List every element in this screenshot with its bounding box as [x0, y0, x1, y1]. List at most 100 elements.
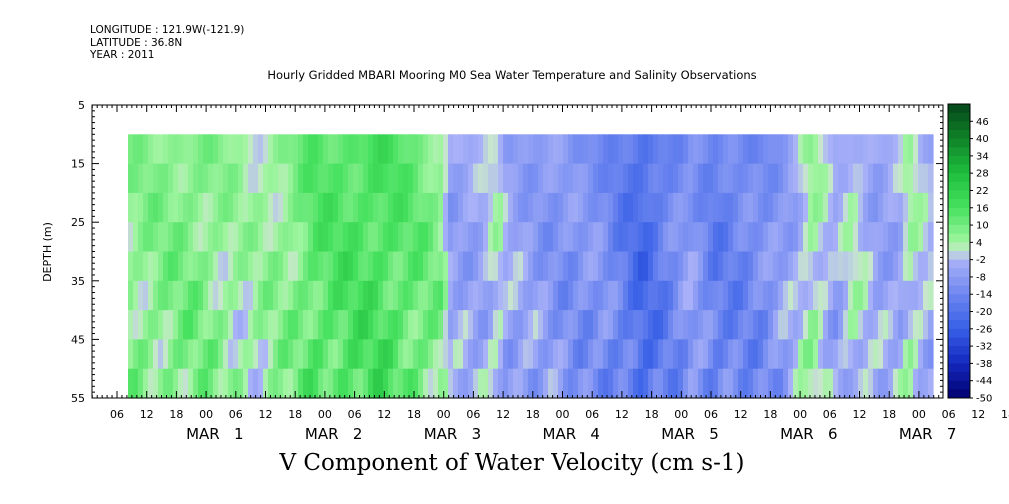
- x-day-label: MAR 7: [899, 425, 956, 443]
- heatmap-cell: [428, 310, 434, 340]
- heatmap-cell: [833, 222, 839, 253]
- heatmap-cell: [218, 368, 224, 399]
- heatmap-cell: [193, 310, 199, 340]
- heatmap-cell: [558, 339, 564, 370]
- heatmap-cell: [693, 163, 699, 194]
- heatmap-cell: [888, 339, 894, 370]
- heatmap-cell: [768, 310, 774, 340]
- heatmap-cell: [448, 310, 454, 340]
- heatmap-cell: [328, 280, 334, 311]
- heatmap-cell: [203, 339, 209, 370]
- heatmap-cell: [513, 368, 519, 399]
- heatmap-cell: [383, 163, 389, 194]
- y-axis-title: DEPTH (m): [41, 222, 54, 282]
- colorbar-cell: [948, 199, 970, 209]
- x-hour-label: 00: [556, 408, 570, 421]
- heatmap-cell: [773, 280, 779, 311]
- heatmap-cell: [813, 339, 819, 370]
- colorbar-cell: [948, 233, 970, 243]
- heatmap-cell: [638, 368, 644, 399]
- heatmap-cell: [168, 339, 174, 370]
- heatmap-cell: [218, 163, 224, 194]
- heatmap-cell: [548, 222, 554, 253]
- heatmap-cell: [868, 251, 874, 282]
- heatmap-cell: [473, 192, 479, 223]
- heatmap-cell: [293, 339, 299, 370]
- heatmap-cell: [358, 134, 364, 165]
- heatmap-cell: [443, 368, 449, 399]
- heatmap-cell: [623, 222, 629, 253]
- heatmap-cell: [823, 251, 829, 282]
- heatmap-cell: [158, 192, 164, 223]
- heatmap-cell: [858, 251, 864, 282]
- heatmap-cell: [343, 339, 349, 370]
- heatmap-cell: [688, 222, 694, 253]
- heatmap-cell: [528, 192, 534, 223]
- heatmap-cell: [868, 192, 874, 223]
- heatmap-cell: [863, 163, 869, 194]
- heatmap-cell: [318, 280, 324, 311]
- heatmap-cell: [223, 192, 229, 223]
- heatmap-cell: [388, 222, 394, 253]
- heatmap-cell: [288, 222, 294, 253]
- heatmap-cell: [368, 222, 374, 253]
- heatmap-cell: [708, 163, 714, 194]
- colorbar-label: -8: [976, 272, 986, 283]
- heatmap-cell: [368, 368, 374, 399]
- heatmap-cell: [523, 310, 529, 340]
- heatmap-cell: [313, 251, 319, 282]
- heatmap-cell: [498, 222, 504, 253]
- heatmap-cell: [688, 163, 694, 194]
- heatmap-cell: [163, 310, 169, 340]
- heatmap-cell: [298, 339, 304, 370]
- heatmap-cell: [798, 368, 804, 399]
- heatmap-cell: [813, 310, 819, 340]
- heatmap-cell: [738, 339, 744, 370]
- heatmap-cell: [913, 368, 919, 399]
- heatmap-cell: [878, 222, 884, 253]
- heatmap-cell: [248, 222, 254, 253]
- heatmap-cell: [478, 280, 484, 311]
- heatmap-cell: [903, 280, 909, 311]
- heatmap-cell: [373, 368, 379, 399]
- heatmap-cell: [128, 192, 134, 223]
- heatmap-cell: [713, 163, 719, 194]
- heatmap-cell: [393, 368, 399, 399]
- heatmap-cell: [763, 134, 769, 165]
- heatmap-cell: [598, 310, 604, 340]
- heatmap-cell: [648, 251, 654, 282]
- colorbar-label: 40: [976, 134, 989, 145]
- heatmap-cell: [223, 310, 229, 340]
- heatmap-cell: [218, 339, 224, 370]
- heatmap-cell: [843, 368, 849, 399]
- heatmap-cell: [893, 222, 899, 253]
- heatmap-cell: [728, 310, 734, 340]
- heatmap-cell: [573, 310, 579, 340]
- heatmap-cell: [133, 368, 139, 399]
- heatmap-cell: [303, 222, 309, 253]
- heatmap-cell: [303, 339, 309, 370]
- heatmap-cell: [338, 339, 344, 370]
- heatmap-cell: [283, 192, 289, 223]
- heatmap-cell: [573, 222, 579, 253]
- heatmap-cell: [148, 280, 154, 311]
- heatmap-cell: [403, 280, 409, 311]
- heatmap-cell: [133, 134, 139, 165]
- heatmap-cell: [863, 339, 869, 370]
- heatmap-cell: [908, 134, 914, 165]
- heatmap-cell: [873, 222, 879, 253]
- heatmap-cell: [438, 310, 444, 340]
- heatmap-cell: [828, 251, 834, 282]
- heatmap-cell: [443, 134, 449, 165]
- heatmap-cell: [788, 339, 794, 370]
- colorbar-label: -14: [976, 290, 992, 301]
- heatmap-cell: [258, 251, 264, 282]
- heatmap-cell: [673, 251, 679, 282]
- heatmap-cell: [608, 222, 614, 253]
- heatmap-cell: [563, 280, 569, 311]
- heatmap-cell: [903, 368, 909, 399]
- heatmap-cell: [728, 368, 734, 399]
- heatmap-cell: [903, 310, 909, 340]
- heatmap-cell: [778, 134, 784, 165]
- heatmap-cell: [783, 192, 789, 223]
